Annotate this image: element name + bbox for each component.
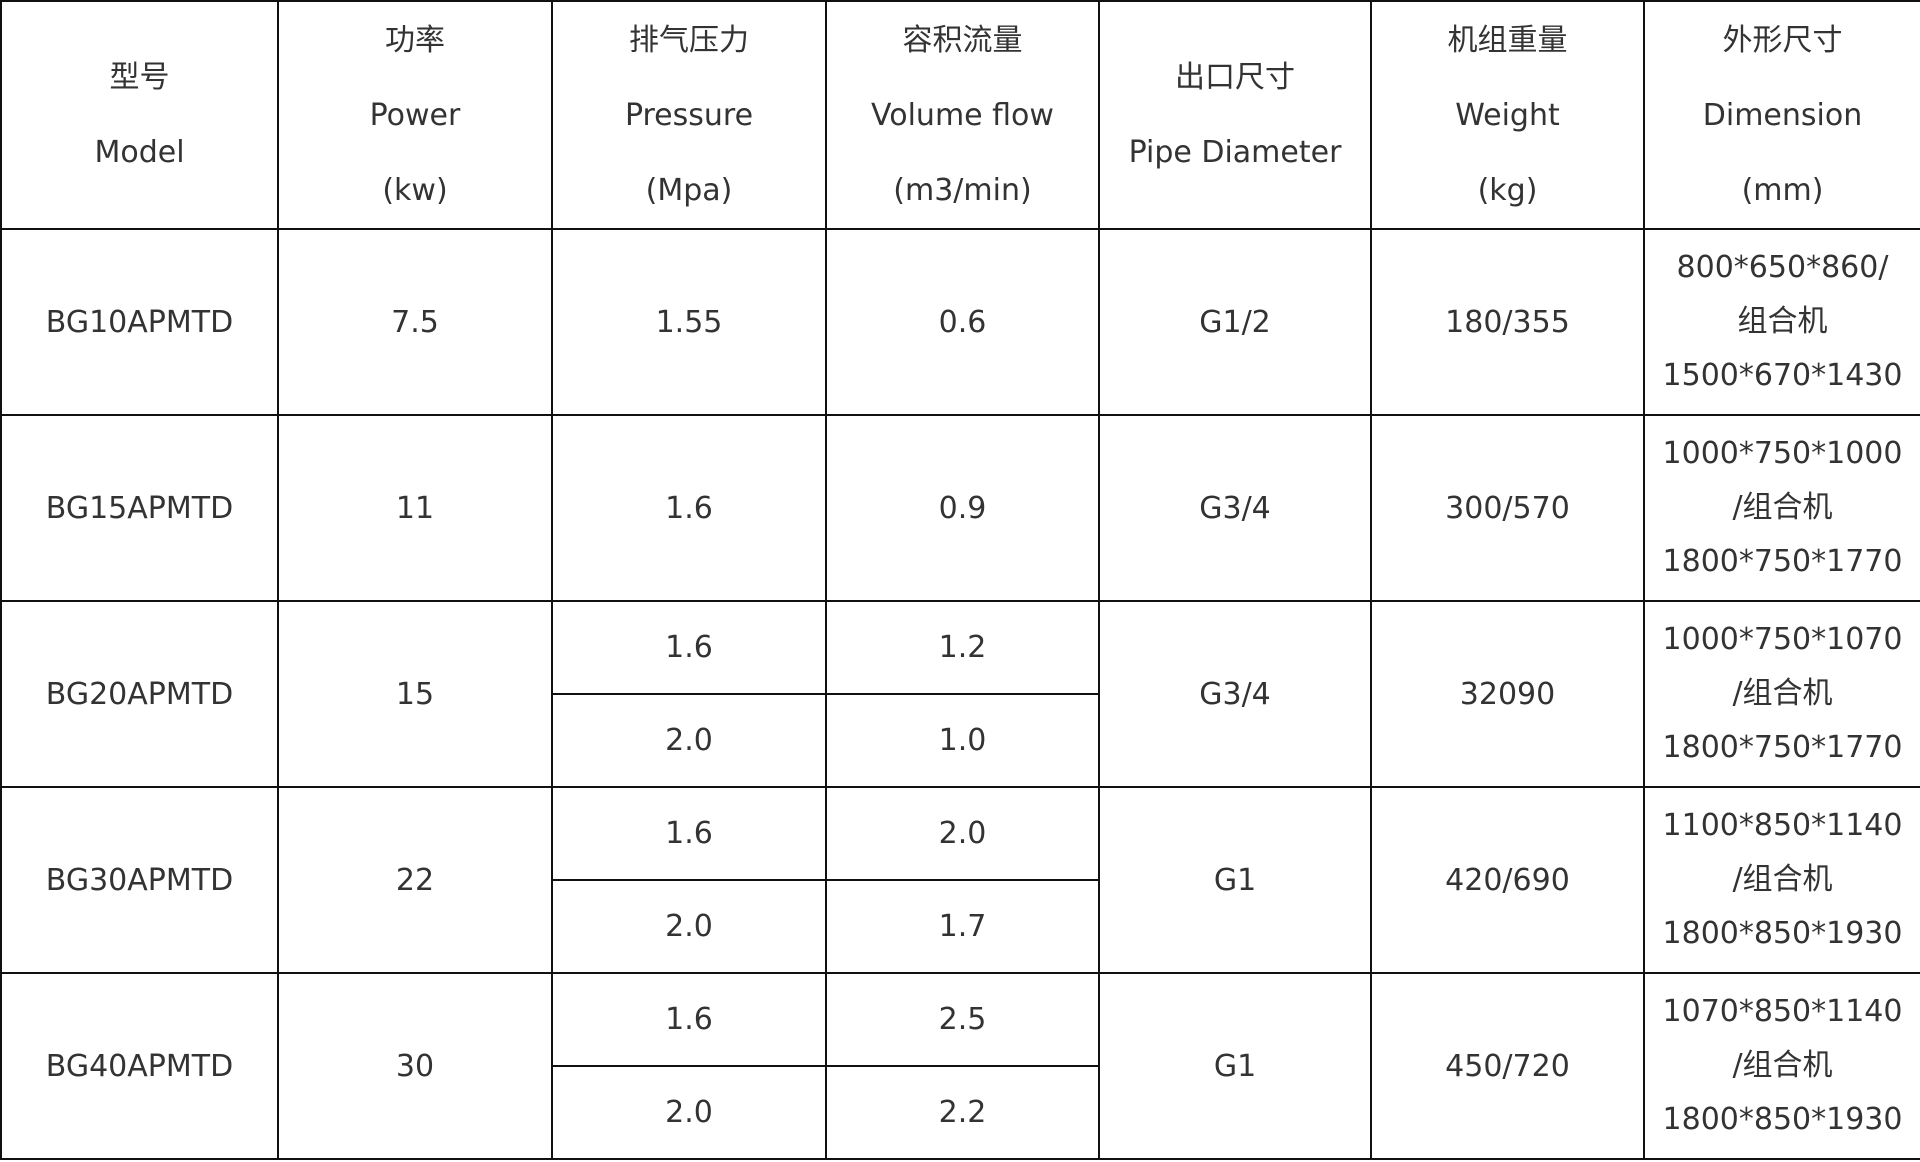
dimension-cell: 800*650*860/组合机 1500*670*1430 — [1643, 228, 1920, 416]
header-en: Model — [94, 135, 185, 170]
weight-cell: 420/690 — [1370, 786, 1645, 974]
header-flow: 容积流量 Volume flow (m3/min) — [825, 0, 1100, 230]
power-cell: 7.5 — [277, 228, 553, 416]
header-zh: 外形尺寸 — [1722, 22, 1843, 58]
dimension-line: 1100*850*1140 — [1662, 808, 1903, 843]
header-unit: (mm) — [1741, 172, 1824, 208]
header-zh: 容积流量 — [902, 22, 1023, 58]
table-subrow: 2.0 1.0 — [1, 693, 1920, 788]
header-unit: (Mpa) — [645, 172, 733, 208]
flow-cell: 1.7 — [825, 879, 1100, 974]
dimension-cell: 1000*750*1000/组合机 1800*750*1770 — [1643, 414, 1920, 602]
model-cell: BG10APMTD — [0, 228, 279, 416]
header-en: Dimension — [1702, 97, 1863, 133]
table-subrow: 2.0 2.2 — [1, 1065, 1920, 1160]
power-cell: 22 — [277, 786, 553, 974]
flow-cell: 1.0 — [825, 693, 1100, 788]
pressure-cell: 1.55 — [551, 228, 827, 416]
weight-cell: 300/570 — [1370, 414, 1645, 602]
table-row: BG15APMTD 11 1.6 0.9 G3/4 300/570 1000*750*100… — [0, 414, 1920, 602]
model-cell: BG20APMTD — [0, 600, 279, 788]
power-cell: 15 — [277, 600, 553, 788]
model-cell: BG15APMTD — [0, 414, 279, 602]
pipe-cell: G1 — [1098, 786, 1372, 974]
dimension-line: 1800*750*1770 — [1662, 544, 1903, 579]
pressure-cell: 2.0 — [551, 693, 827, 788]
pressure-cell: 2.0 — [551, 1065, 827, 1160]
weight-cell: 180/355 — [1370, 228, 1645, 416]
header-en: Power — [369, 97, 461, 133]
table-subrow: 2.0 1.7 — [1, 879, 1920, 974]
flow-cell: 2.2 — [825, 1065, 1100, 1160]
flow-cell: 2.5 — [825, 972, 1100, 1067]
dimension-line: 1070*850*1140 — [1662, 994, 1903, 1029]
pipe-cell: G3/4 — [1098, 414, 1372, 602]
header-pressure: 排气压力 Pressure (Mpa) — [551, 0, 827, 230]
header-en: Volume flow — [871, 97, 1054, 133]
dimension-cell: 1100*850*1140/组合机 1800*850*1930 — [1643, 786, 1920, 974]
table-row: BG40APMTD 30 1.6 2.5 G1 450/720 1070*850*1140/… — [0, 972, 1920, 1160]
pressure-cell: 2.0 — [551, 879, 827, 974]
header-zh: 功率 — [385, 22, 445, 58]
dimension-line: 1800*850*1930 — [1662, 916, 1903, 951]
header-zh: 排气压力 — [629, 22, 749, 58]
dimension-line: 1800*850*1930 — [1662, 1102, 1903, 1137]
pressure-cell: 1.6 — [551, 414, 827, 602]
table-row: BG30APMTD 22 1.6 2.0 G1 420/690 1100*850*1140/… — [0, 786, 1920, 974]
weight-cell: 450/720 — [1370, 972, 1645, 1160]
pressure-cell: 1.6 — [551, 786, 827, 881]
pressure-cell: 1.6 — [551, 600, 827, 695]
dimension-line: /组合机 — [1732, 676, 1833, 711]
model-cell: BG30APMTD — [0, 786, 279, 974]
pipe-cell: G1/2 — [1098, 228, 1372, 416]
dimension-cell: 1070*850*1140/组合机 1800*850*1930 — [1643, 972, 1920, 1160]
header-en: Weight — [1455, 97, 1560, 133]
header-unit: (kg) — [1477, 172, 1538, 208]
header-en: Pipe Diameter — [1128, 135, 1342, 170]
header-unit: (m3/min) — [893, 172, 1032, 208]
dimension-cell: 1000*750*1070/组合机 1800*750*1770 — [1643, 600, 1920, 788]
header-dimension: 外形尺寸 Dimension (mm) — [1643, 0, 1920, 230]
power-cell: 11 — [277, 414, 553, 602]
header-pipe: 出口尺寸 Pipe Diameter — [1098, 0, 1372, 230]
header-model: 型号 Model — [0, 0, 279, 230]
header-en: Pressure — [624, 97, 754, 133]
dimension-line: 1000*750*1070 — [1662, 622, 1903, 657]
header-power: 功率 Power (kw) — [277, 0, 553, 230]
table-row: BG10APMTD 7.5 1.55 0.6 G1/2 180/355 800*650*86… — [0, 228, 1920, 416]
dimension-line: 800*650*860/ — [1676, 250, 1889, 285]
pipe-cell: G3/4 — [1098, 600, 1372, 788]
table-row: BG20APMTD 15 1.6 1.2 G3/4 32090 1000*750*1070/… — [0, 600, 1920, 788]
model-cell: BG40APMTD — [0, 972, 279, 1160]
flow-cell: 2.0 — [825, 786, 1100, 881]
dimension-line: /组合机 — [1732, 490, 1833, 525]
dimension-line: 1800*750*1770 — [1662, 730, 1903, 765]
flow-cell: 1.2 — [825, 600, 1100, 695]
header-unit: (kw) — [382, 172, 448, 208]
power-cell: 30 — [277, 972, 553, 1160]
flow-cell: 0.9 — [825, 414, 1100, 602]
weight-cell: 32090 — [1370, 600, 1645, 788]
header-zh: 型号 — [109, 60, 170, 95]
header-row: 型号 Model 功率 Power (kw) 排气压力 Pressure (Mpa) 容积… — [0, 0, 1920, 230]
header-zh: 机组重量 — [1447, 22, 1568, 58]
dimension-line: 组合机 — [1737, 304, 1828, 339]
header-weight: 机组重量 Weight (kg) — [1370, 0, 1645, 230]
dimension-line: 1000*750*1000 — [1662, 436, 1903, 471]
dimension-line: 1500*670*1430 — [1662, 358, 1903, 393]
pressure-cell: 1.6 — [551, 972, 827, 1067]
header-zh: 出口尺寸 — [1175, 60, 1295, 95]
dimension-line: /组合机 — [1732, 1048, 1833, 1083]
pipe-cell: G1 — [1098, 972, 1372, 1160]
flow-cell: 0.6 — [825, 228, 1100, 416]
dimension-line: /组合机 — [1732, 862, 1833, 897]
